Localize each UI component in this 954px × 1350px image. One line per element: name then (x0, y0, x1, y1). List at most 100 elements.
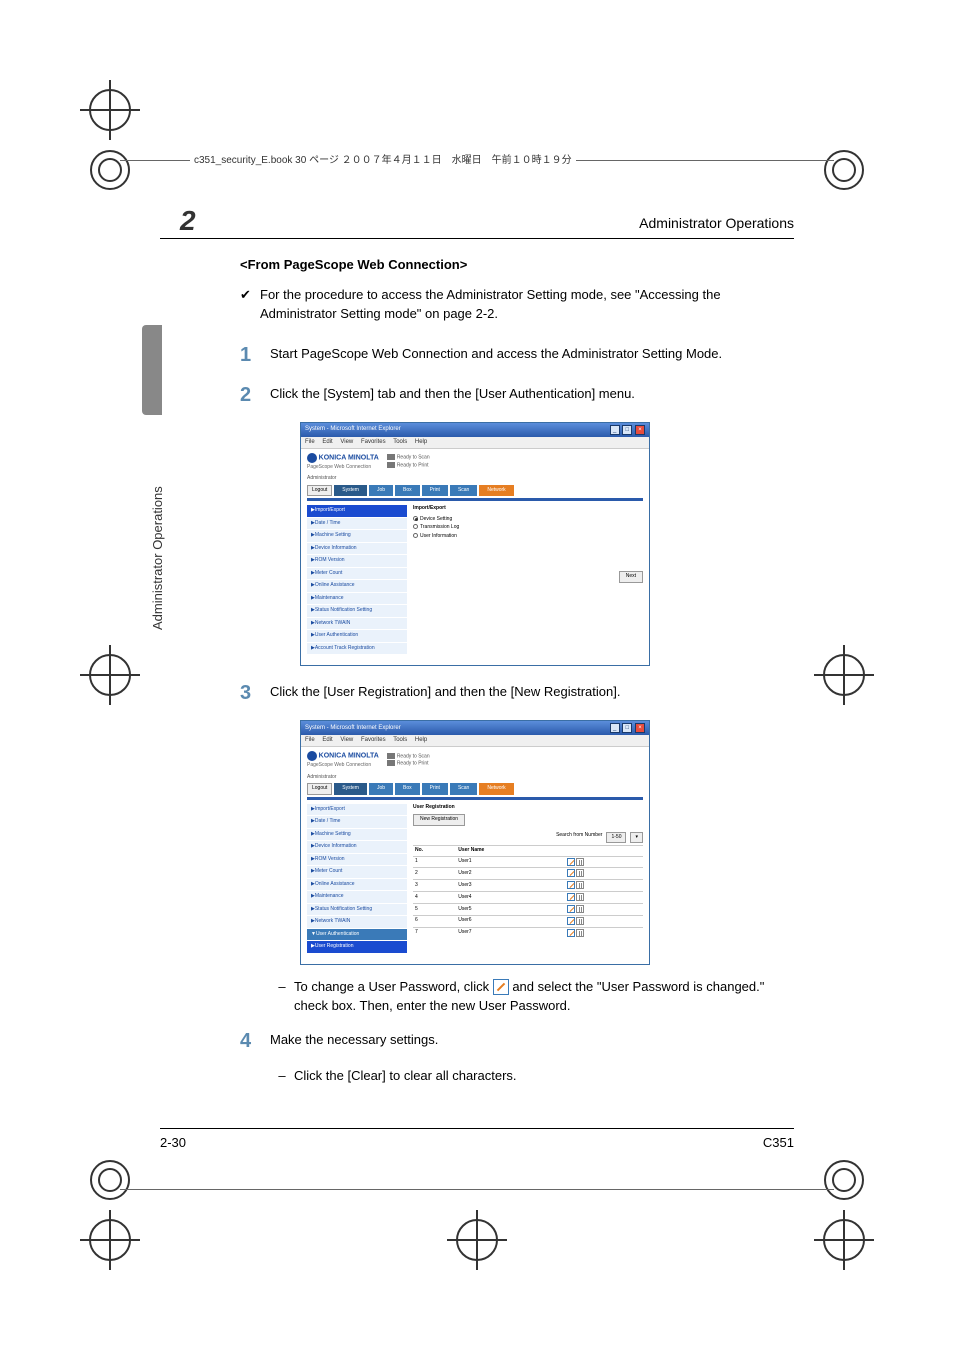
sidebar-item[interactable]: ▶ROM Version (307, 555, 407, 568)
menu-edit[interactable]: Edit (322, 439, 332, 445)
edit-icon[interactable] (567, 858, 575, 866)
sidebar-item[interactable]: ▶ROM Version (307, 854, 407, 867)
sidebar-item[interactable]: ▶Import/Export (307, 804, 407, 817)
go-button[interactable]: ▾ (630, 832, 643, 844)
sidebar-item[interactable]: ▶Date / Time (307, 518, 407, 531)
sidebar-item[interactable]: ▶Maintenance (307, 891, 407, 904)
menu-file[interactable]: File (305, 439, 315, 445)
tab-system[interactable]: System (334, 485, 367, 497)
close-icon[interactable]: × (635, 425, 645, 435)
edit-icon[interactable] (567, 929, 575, 937)
section-heading: <From PageScope Web Connection> (240, 255, 794, 275)
sidebar-item[interactable]: ▶Device Information (307, 841, 407, 854)
sidebar-item[interactable]: ▶Meter Count (307, 568, 407, 581)
sidebar-item[interactable]: ▶Online Assistance (307, 580, 407, 593)
cell-name: User7 (456, 927, 564, 938)
edit-icon[interactable] (567, 881, 575, 889)
menu-edit[interactable]: Edit (322, 737, 332, 743)
sidebar-item[interactable]: ▶Machine Setting (307, 829, 407, 842)
cell-no: 2 (413, 868, 456, 880)
sidebar-item[interactable]: ▶Maintenance (307, 593, 407, 606)
close-icon[interactable]: × (635, 723, 645, 733)
ie-menubar: File Edit View Favorites Tools Help (301, 437, 649, 449)
delete-icon[interactable] (576, 869, 584, 877)
menu-file[interactable]: File (305, 737, 315, 743)
brand-header: KONICA MINOLTA PageScope Web Connection … (301, 747, 649, 774)
edit-icon[interactable] (567, 905, 575, 913)
menu-favorites[interactable]: Favorites (361, 439, 386, 445)
scanner-icon (387, 753, 395, 759)
menu-tools[interactable]: Tools (393, 439, 407, 445)
menu-favorites[interactable]: Favorites (361, 737, 386, 743)
regmark-bl (90, 1160, 130, 1200)
edit-icon[interactable] (567, 917, 575, 925)
dash: – (270, 1066, 294, 1086)
radio-icon[interactable] (413, 516, 418, 521)
cell-no: 3 (413, 880, 456, 892)
tab-job[interactable]: Job (369, 485, 393, 497)
edit-icon[interactable] (567, 893, 575, 901)
sidebar-item[interactable]: ▶User Authentication (307, 630, 407, 643)
sidebar-item[interactable]: ▶Account Track Registration (307, 643, 407, 656)
logout-button[interactable]: Logout (307, 485, 332, 497)
minimize-icon[interactable]: _ (610, 425, 620, 435)
menu-view[interactable]: View (340, 737, 353, 743)
cross-ml (80, 645, 140, 705)
delete-icon[interactable] (576, 917, 584, 925)
sidebar-item-user-reg[interactable]: ▶User Registration (307, 941, 407, 954)
table-row: 5User5 (413, 903, 643, 915)
tab-system[interactable]: System (334, 783, 367, 795)
regmark-tr (824, 150, 864, 190)
delete-icon[interactable] (576, 905, 584, 913)
sidebar-item[interactable]: ▶Network TWAIN (307, 916, 407, 929)
tab-scan[interactable]: Scan (450, 783, 477, 795)
tab-job[interactable]: Job (369, 783, 393, 795)
range-select[interactable]: 1-50 (606, 832, 626, 844)
sidebar-item[interactable]: ▶Network TWAIN (307, 618, 407, 631)
delete-icon[interactable] (576, 858, 584, 866)
tab-box[interactable]: Box (395, 485, 420, 497)
step-1: 1 Start PageScope Web Connection and acc… (240, 340, 794, 370)
new-registration-button[interactable]: New Registration (413, 814, 465, 826)
delete-icon[interactable] (576, 929, 584, 937)
sidebar-item[interactable]: ▶Status Notification Setting (307, 605, 407, 618)
maximize-icon[interactable]: □ (622, 425, 632, 435)
sidebar-item[interactable]: ▶Status Notification Setting (307, 904, 407, 917)
menu-view[interactable]: View (340, 439, 353, 445)
right-panel-2: User Registration New Registration Searc… (413, 804, 643, 954)
sidebar-item[interactable]: ▶Import/Export (307, 505, 407, 518)
step-2-text: Click the [System] tab and then the [Use… (270, 380, 794, 410)
sidebar-item[interactable]: ▶Meter Count (307, 866, 407, 879)
delete-icon[interactable] (576, 881, 584, 889)
ie-titlebar: System - Microsoft Internet Explorer _ □… (301, 721, 649, 735)
tab-scan[interactable]: Scan (450, 485, 477, 497)
tab-print[interactable]: Print (422, 485, 448, 497)
sub-text-a: To change a User Password, click (294, 979, 493, 994)
tab-network[interactable]: Network (479, 485, 513, 497)
radio-icon[interactable] (413, 524, 418, 529)
maximize-icon[interactable]: □ (622, 723, 632, 733)
menu-help[interactable]: Help (415, 439, 427, 445)
tab-box[interactable]: Box (395, 783, 420, 795)
radio-label: User Information (420, 533, 457, 539)
sidebar-item[interactable]: ▶Machine Setting (307, 530, 407, 543)
minimize-icon[interactable]: _ (610, 723, 620, 733)
regmark-br (824, 1160, 864, 1200)
crop-footer (120, 1189, 834, 1190)
dash: – (270, 977, 294, 1016)
model-code: C351 (763, 1135, 794, 1150)
tab-row: Logout System Job Box Print Scan Network (301, 483, 649, 499)
delete-icon[interactable] (576, 893, 584, 901)
next-button[interactable]: Next (619, 571, 643, 583)
sidebar-item[interactable]: ▶Date / Time (307, 816, 407, 829)
sidebar-item-user-auth[interactable]: ▼User Authentication (307, 929, 407, 942)
sidebar-item[interactable]: ▶Online Assistance (307, 879, 407, 892)
menu-tools[interactable]: Tools (393, 737, 407, 743)
tab-print[interactable]: Print (422, 783, 448, 795)
radio-icon[interactable] (413, 533, 418, 538)
logout-button[interactable]: Logout (307, 783, 332, 795)
menu-help[interactable]: Help (415, 737, 427, 743)
edit-icon[interactable] (567, 869, 575, 877)
tab-network[interactable]: Network (479, 783, 513, 795)
sidebar-item[interactable]: ▶Device Information (307, 543, 407, 556)
